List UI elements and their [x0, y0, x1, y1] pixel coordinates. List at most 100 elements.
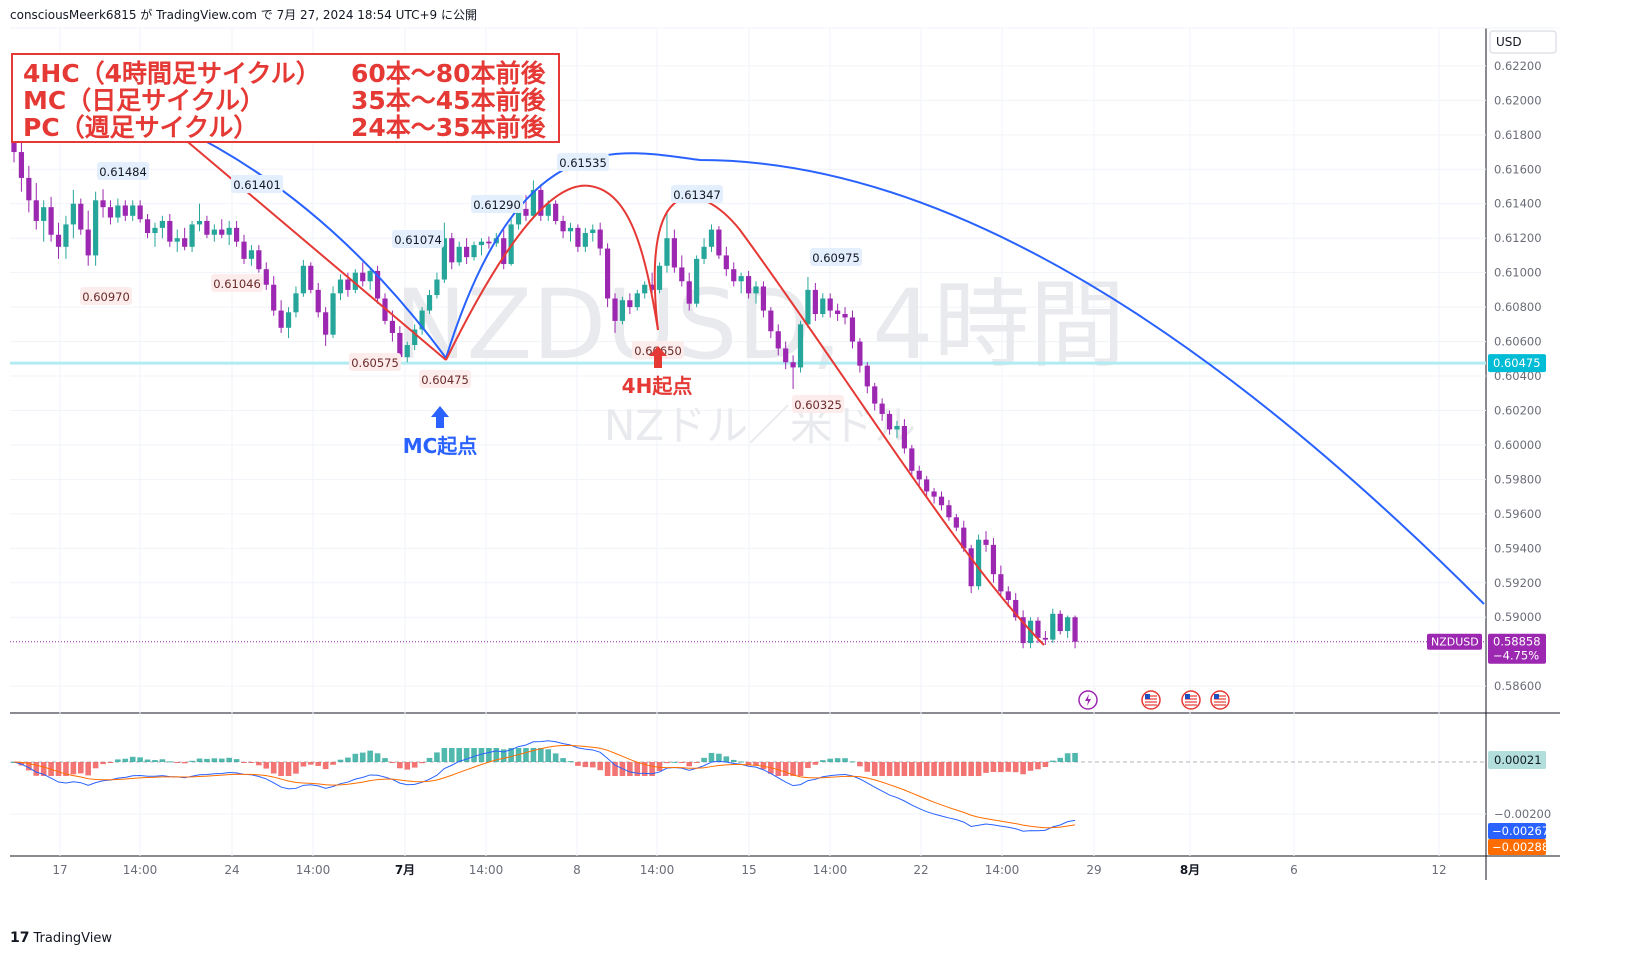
- 4hc-cycle-curve-2: [653, 196, 1045, 646]
- candle-body: [144, 219, 151, 234]
- macd-histogram-bar: [656, 762, 663, 772]
- price-tick-label: 0.59400: [1494, 541, 1542, 555]
- swing-low-label: 0.60970: [82, 290, 130, 304]
- candle-body: [901, 425, 907, 449]
- candle-body: [41, 207, 47, 221]
- cycle-legend-4hc-name: 4HC（4時間足サイクル）: [23, 59, 321, 88]
- us-flag-icon-ring: [1181, 690, 1201, 710]
- macd-hist-value: 0.00021: [1494, 753, 1542, 767]
- macd-histogram-bar: [612, 762, 618, 776]
- us-flag-icon[interactable]: [1181, 690, 1201, 710]
- macd-histogram-bar: [308, 762, 314, 765]
- event-icons[interactable]: [1078, 690, 1230, 710]
- candle-body: [85, 229, 91, 256]
- time-tick-label: 22: [913, 863, 928, 877]
- price-tick-label: 0.59000: [1494, 610, 1542, 624]
- us-flag-icon[interactable]: [1141, 690, 1161, 710]
- cycle-legend-mc-name: MC（日足サイクル）: [23, 86, 265, 115]
- candle-body: [797, 324, 804, 368]
- candle-body: [360, 272, 366, 282]
- macd-histogram-bar: [827, 758, 833, 762]
- macd-histogram-bar: [107, 762, 114, 763]
- candle-body: [708, 229, 715, 247]
- candle-body: [219, 229, 225, 235]
- candle-body: [182, 238, 188, 247]
- macd-histogram-bar: [552, 753, 559, 762]
- time-tick-label: 14:00: [123, 863, 158, 877]
- price-axis[interactable]: USD 0.62200 0.62000 0.61800 0.61600 0.61400 0.…: [1427, 30, 1557, 855]
- price-tick-label: 0.60400: [1494, 369, 1542, 383]
- macd-histogram-bar: [857, 762, 863, 767]
- mc-cycle-curve-right: [445, 152, 1485, 605]
- candle-body: [953, 517, 959, 528]
- candle-body: [412, 329, 418, 346]
- us-flag-icon-ring: [1210, 690, 1230, 710]
- macd-histogram-bar: [55, 762, 62, 776]
- macd-histogram-bar: [77, 762, 84, 774]
- us-flag-icon-ring: [1141, 690, 1161, 710]
- macd-histogram-bar: [968, 762, 974, 776]
- watermark: NZDUSD, 4時間 NZドル／米ドル: [395, 269, 1126, 450]
- macd-histogram-bar: [152, 760, 158, 762]
- currency-label: USD: [1496, 35, 1522, 49]
- macd-histogram-bar: [404, 762, 411, 770]
- us-flag-icon[interactable]: [1210, 690, 1230, 710]
- candle-body: [426, 295, 433, 311]
- macd-histogram-bar: [33, 762, 40, 776]
- price-label-bg: [392, 230, 444, 248]
- tradingview-logo[interactable]: 17 TradingView: [10, 930, 112, 946]
- time-axis[interactable]: 17 14:00 24 14:00 7月 14:00 8 14:00 15 14:00 22 14:0…: [52, 863, 1446, 877]
- macd-hist-badge: [1488, 751, 1546, 769]
- candle-body: [879, 403, 885, 414]
- price-tick-label: 0.60200: [1494, 403, 1542, 417]
- price-label-bg: [671, 185, 723, 203]
- macd-histogram-bar: [448, 748, 455, 762]
- 4h-start-label: 4H起点: [622, 374, 693, 398]
- swing-low-label: 0.60325: [794, 398, 842, 412]
- macd-histogram-bar: [345, 757, 351, 762]
- candle-body: [464, 246, 470, 258]
- candle-body: [968, 548, 974, 587]
- macd-histogram-bar: [931, 762, 937, 776]
- macd-histogram-bar: [671, 761, 678, 763]
- candle-body: [582, 233, 588, 247]
- swing-high-label: 0.61347: [673, 188, 721, 202]
- tradingview-logo-text: TradingView: [33, 930, 113, 946]
- time-tick-label: 17: [52, 863, 67, 877]
- candle-body: [842, 314, 848, 318]
- time-tick-label: 24: [224, 863, 239, 877]
- macd-histogram-bar: [530, 748, 537, 762]
- cycle-legend-4hc-bars: 60本〜80本前後: [351, 59, 546, 88]
- time-tick-label: 8月: [1180, 863, 1200, 877]
- candle-body: [783, 348, 789, 363]
- macd-histogram-bar: [1005, 762, 1012, 772]
- candle-body: [456, 246, 462, 263]
- candle-body: [560, 220, 566, 232]
- macd-histogram-bar: [953, 762, 960, 776]
- candle-body: [849, 317, 856, 342]
- price-label-bg: [792, 395, 844, 413]
- macd-histogram-bar: [196, 758, 203, 762]
- candle-body: [174, 238, 180, 242]
- macd-histogram-bar: [434, 752, 440, 762]
- macd-value-badge: [1488, 823, 1546, 839]
- macd-histogram-bar: [263, 762, 270, 769]
- lightning-icon[interactable]: [1078, 690, 1098, 710]
- swing-high-label: 0.61401: [233, 178, 281, 192]
- macd-histogram-bar: [419, 762, 425, 764]
- macd-histogram-bar: [975, 762, 982, 776]
- macd-histogram-bar: [634, 762, 641, 776]
- candle-body: [575, 227, 581, 247]
- candle-body: [48, 207, 54, 235]
- macd-histogram-bar: [909, 762, 915, 776]
- time-tick-label: 12: [1431, 863, 1446, 877]
- macd-histogram-bar: [189, 760, 195, 762]
- candle-body: [701, 246, 707, 259]
- tradingview-logo-icon: 17: [10, 930, 30, 946]
- price-labels: 0.61484 0.61401 0.61074 0.61290 0.61535 0.613…: [80, 153, 862, 413]
- macd-histogram-bar: [960, 762, 967, 776]
- macd-histogram-bar: [567, 761, 574, 763]
- time-tick-label: 14:00: [640, 863, 675, 877]
- candle-body: [478, 241, 485, 246]
